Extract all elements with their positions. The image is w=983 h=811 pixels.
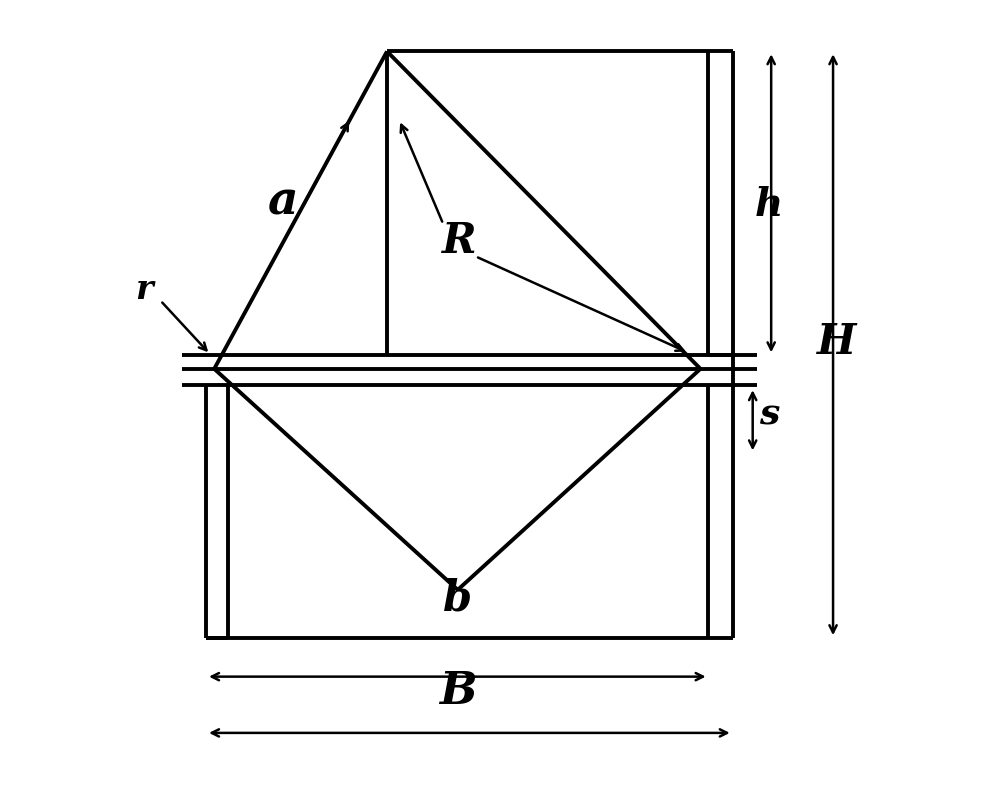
Text: r: r	[136, 272, 153, 306]
Text: R: R	[442, 220, 477, 262]
Text: B: B	[439, 669, 477, 712]
Text: H: H	[818, 320, 857, 363]
Text: s: s	[759, 397, 779, 431]
Text: a: a	[267, 178, 298, 224]
Text: h: h	[755, 186, 782, 224]
Text: b: b	[443, 577, 472, 619]
